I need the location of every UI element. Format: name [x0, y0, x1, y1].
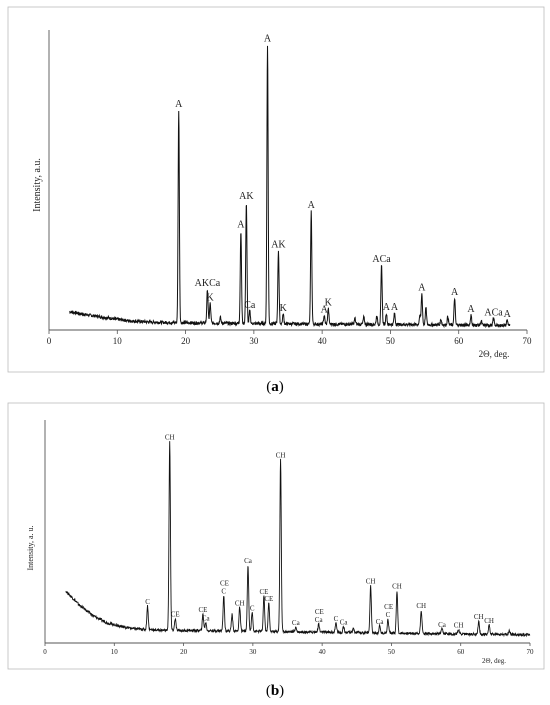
- peak-label-b: Ca: [202, 614, 211, 622]
- y-axis-label-a: Intensity, a.u.: [32, 158, 43, 212]
- x-tick-label-b: 10: [111, 648, 119, 656]
- peak-label-b: Ca: [292, 619, 301, 627]
- peak-label-a: A: [467, 304, 475, 315]
- peak-label-b: CH: [165, 433, 175, 441]
- peak-label-a: A: [308, 200, 316, 211]
- x-tick-label-a: 0: [47, 336, 52, 346]
- peak-label-a: A: [237, 219, 245, 230]
- peak-label-b: CH: [454, 621, 464, 629]
- peak-label-b: CE: [264, 595, 273, 603]
- x-axis-label-b: 2Θ, deg.: [482, 657, 506, 665]
- caption-a: (a): [266, 379, 284, 395]
- diffraction-trace-a: [69, 45, 511, 329]
- peak-label-b: CE: [171, 611, 180, 619]
- peak-label-b: CH: [416, 602, 426, 610]
- x-tick-label-a: 10: [113, 336, 123, 346]
- x-tick-label-b: 20: [180, 648, 188, 656]
- peak-label-a: AK: [271, 239, 286, 250]
- plot-area-b: 0 10 20 30 40 50 60 70CCHCECECaCCECHCaCCECECHCa…: [43, 420, 534, 656]
- peak-label-a: A: [391, 302, 399, 313]
- peak-label-b: C: [221, 587, 226, 595]
- peak-label-a: A: [175, 99, 183, 110]
- x-tick-label-a: 40: [318, 336, 328, 346]
- peak-label-b: CH: [484, 617, 494, 625]
- peak-label-a: A: [264, 33, 272, 44]
- peak-label-a: A: [383, 302, 391, 313]
- x-tick-label-a: 70: [523, 336, 533, 346]
- peak-label-b: CH: [235, 599, 245, 607]
- peak-label-b: C: [334, 615, 339, 623]
- plot-frame-b: [7, 402, 545, 670]
- peak-label-b: CE: [315, 608, 324, 616]
- peak-label-a: Ca: [244, 300, 256, 311]
- peak-label-b: Ca: [315, 616, 324, 624]
- peak-label-b: CE: [220, 579, 229, 587]
- peak-label-b: CE: [384, 603, 393, 611]
- peak-label-a: AK: [239, 191, 254, 202]
- peak-label-b: Ca: [376, 618, 385, 626]
- x-tick-label-b: 30: [249, 648, 257, 656]
- peak-label-b: Ca: [340, 619, 349, 627]
- x-tick-label-b: 0: [43, 648, 47, 656]
- caption-b: (b): [266, 683, 284, 699]
- peak-label-a: A: [451, 287, 459, 298]
- x-tick-label-a: 30: [249, 336, 259, 346]
- x-tick-label-a: 60: [454, 336, 464, 346]
- peak-label-b: Ca: [438, 621, 447, 629]
- peak-label-a: A: [321, 305, 329, 316]
- peak-label-b: CE: [259, 588, 268, 596]
- x-tick-label-b: 50: [388, 648, 396, 656]
- x-tick-label-b: 70: [527, 648, 535, 656]
- peak-label-b: C: [145, 598, 150, 606]
- y-axis-label-b: Intensity, a. u.: [26, 525, 35, 570]
- peak-label-b: CE: [198, 606, 207, 614]
- peak-label-a: ACa: [484, 307, 503, 318]
- plot-frame-a: [7, 6, 545, 373]
- peak-label-a: K: [207, 292, 215, 303]
- peak-label-b: CH: [366, 578, 376, 586]
- peak-label-a: AKCa: [195, 278, 221, 289]
- peak-label-b: CH: [392, 583, 402, 591]
- peak-label-b: CH: [276, 451, 286, 459]
- diffraction-trace-b: [65, 441, 531, 638]
- peak-label-a: ACa: [372, 254, 391, 265]
- peak-label-a: K: [280, 303, 288, 314]
- peak-label-a: A: [418, 283, 426, 294]
- x-tick-label-b: 60: [457, 648, 465, 656]
- chart-panel-b: 0 10 20 30 40 50 60 70CCHCECECaCCECHCaCCECECHCa…: [7, 402, 545, 670]
- x-tick-label-a: 20: [181, 336, 191, 346]
- x-tick-label-b: 40: [319, 648, 327, 656]
- peak-label-b: C: [386, 611, 391, 619]
- peak-label-a: A: [504, 309, 512, 320]
- peak-label-a: K: [325, 298, 333, 309]
- x-tick-label-a: 50: [386, 336, 396, 346]
- x-axis-label-a: 2Θ, deg.: [479, 349, 510, 359]
- peak-label-b: Ca: [244, 557, 253, 565]
- peak-label-b: CH: [474, 613, 484, 621]
- peak-label-b: C: [250, 604, 255, 612]
